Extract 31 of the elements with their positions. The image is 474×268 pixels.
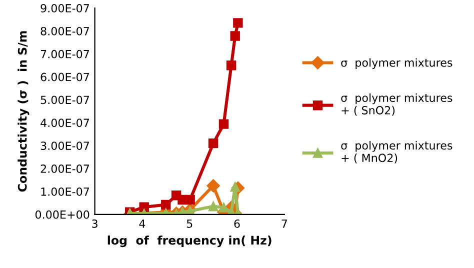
x-tick-label: 5 <box>186 220 192 228</box>
y-tick-label: 7.00E-07 <box>40 50 89 58</box>
y-tick-label: 8.00E-07 <box>40 26 89 36</box>
y-tick-label: 9.00E-07 <box>40 4 89 12</box>
point <box>233 18 243 28</box>
x-axis-title: log of frequency in( Hz) <box>108 236 272 248</box>
point <box>218 119 229 129</box>
y-tick-label: 2.00E-07 <box>40 164 89 173</box>
point <box>161 200 171 210</box>
x-tick-label: 3 <box>92 219 98 228</box>
legend-label: σ polymer mixtures + ( MnO2) <box>341 141 452 164</box>
point <box>185 194 195 205</box>
legend-label: σ polymer mixtures <box>341 58 452 69</box>
y-tick-label: 1.00E-07 <box>41 187 89 196</box>
point <box>230 31 240 41</box>
point <box>206 179 220 192</box>
y-axis-title: Conductivity (σ ) in S/m <box>18 31 30 192</box>
y-tick-label: 4.00E-07 <box>40 118 89 128</box>
y-tick-label: 6.00E-07 <box>40 72 89 82</box>
point <box>208 138 218 148</box>
y-tick-label: 5.00E-07 <box>40 96 89 104</box>
y-tick-label: 3.00E-07 <box>40 142 89 150</box>
point <box>139 202 149 212</box>
point <box>218 202 229 212</box>
x-tick-label: 6 <box>234 219 240 228</box>
y-tick-label: 0.00E+00 <box>35 210 90 219</box>
point <box>226 60 236 70</box>
point <box>208 202 218 212</box>
legend-label: σ polymer mixtures + ( SnO2) <box>341 93 452 116</box>
x-tick-label: 4 <box>139 220 146 228</box>
x-tick-label: 7 <box>282 220 287 228</box>
